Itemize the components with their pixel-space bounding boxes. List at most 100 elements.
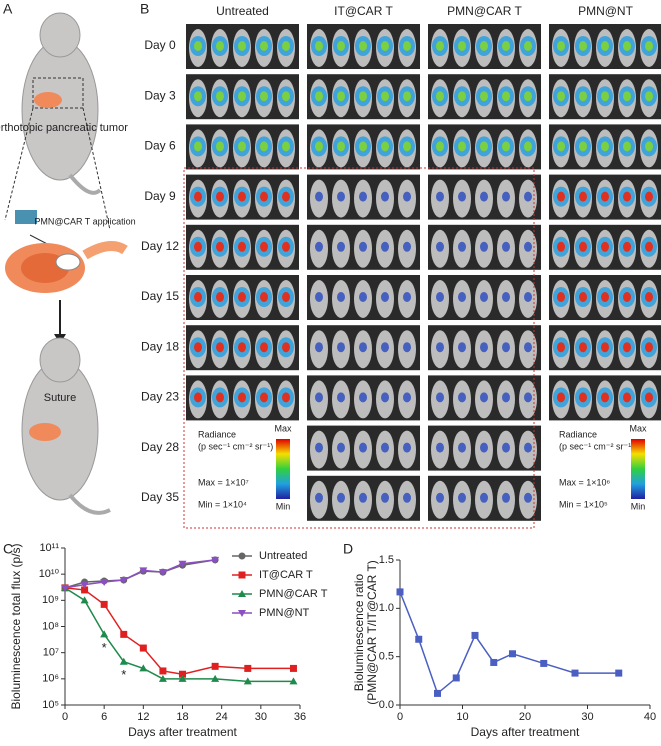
marker: [119, 576, 128, 584]
signal-core: [579, 141, 587, 152]
signal-core: [359, 91, 367, 102]
signal-core: [238, 91, 246, 102]
signal: [480, 241, 488, 252]
y-tick-label: 10⁷: [43, 647, 59, 659]
signal-core: [216, 191, 224, 202]
y-tick-label: 10⁸: [42, 620, 59, 632]
signal-core: [315, 91, 323, 102]
x-tick-label: 30: [255, 711, 267, 723]
y-axis-label: Bioluminescence total flux (p/s): [9, 543, 23, 709]
signal: [359, 442, 367, 453]
signal: [480, 442, 488, 453]
marker: [289, 677, 298, 685]
panel-label: D: [343, 541, 353, 557]
signal-core: [315, 41, 323, 51]
day-label: Day 18: [141, 339, 179, 353]
colorbar-bottom: Min: [276, 501, 291, 511]
marker: [490, 658, 498, 666]
signal-core: [238, 392, 246, 403]
marker: [61, 584, 69, 592]
signal-core: [194, 141, 202, 152]
day-label: Day 9: [144, 189, 176, 203]
signal-core: [623, 141, 631, 152]
signal-core: [579, 41, 587, 51]
y-tick-label: 1.5: [379, 554, 394, 566]
signal: [315, 191, 323, 202]
signal-core: [601, 191, 609, 202]
signal: [403, 342, 411, 353]
illustration-label: Orthotopic pancreatic tumor: [0, 122, 128, 134]
signal-core: [337, 91, 345, 102]
signal-core: [238, 241, 246, 252]
signal: [480, 292, 488, 302]
signal-core: [260, 392, 268, 403]
marker: [119, 657, 128, 665]
y-tick-label: 0.5: [379, 651, 394, 663]
marker: [120, 630, 128, 638]
signal: [502, 342, 510, 353]
signal-core: [260, 191, 268, 202]
x-tick-label: 10: [456, 711, 468, 723]
signal: [381, 342, 389, 353]
signal-core: [194, 292, 202, 302]
signal-core: [381, 141, 389, 152]
signal-core: [260, 292, 268, 302]
panel-label: C: [3, 541, 13, 557]
panel-label: A: [3, 1, 13, 17]
signal-core: [260, 91, 268, 102]
signal-core: [557, 41, 565, 51]
signal: [359, 191, 367, 202]
signal: [315, 241, 323, 252]
signal-core: [194, 241, 202, 252]
signal-core: [601, 141, 609, 152]
signal-core: [216, 392, 224, 403]
marker: [415, 635, 423, 643]
marker: [396, 588, 404, 596]
marker: [452, 674, 460, 682]
signal-core: [502, 91, 510, 102]
signal: [381, 442, 389, 453]
legend-label: IT@CAR T: [259, 569, 313, 581]
series-line: [64, 587, 294, 675]
signal: [315, 492, 323, 503]
marker: [434, 689, 441, 697]
signal: [315, 392, 323, 403]
signal-core: [480, 141, 488, 152]
marker: [571, 669, 579, 677]
legend-min: Min = 1×10⁵: [559, 499, 608, 509]
signal: [524, 191, 532, 202]
signal-core: [623, 191, 631, 202]
signal-core: [194, 342, 202, 353]
y-axis-label: (PMN@CAR T/IT@CAR T): [365, 560, 379, 705]
signal-core: [403, 141, 411, 152]
panel-labels: A B C D: [3, 1, 353, 557]
signal: [337, 442, 345, 453]
x-tick-label: 0: [397, 711, 403, 723]
signal-core: [436, 141, 444, 152]
signal-core: [502, 141, 510, 152]
marker: [615, 669, 623, 677]
signal: [480, 492, 488, 503]
day-label: Day 6: [144, 139, 176, 153]
marker: [178, 674, 187, 682]
colorbar: [631, 439, 645, 499]
x-tick-label: 6: [101, 711, 107, 723]
signal: [436, 241, 444, 252]
day-label: Day 23: [141, 390, 179, 404]
marker: [289, 664, 297, 672]
day-label: Day 3: [144, 88, 176, 102]
day-label: Day 12: [141, 239, 179, 253]
marker: [81, 586, 89, 594]
legend-title: Radiance: [559, 429, 597, 439]
signal: [524, 342, 532, 353]
signal-core: [403, 41, 411, 51]
marker: [179, 670, 186, 678]
signal-core: [216, 141, 224, 152]
x-tick-label: 12: [137, 711, 149, 723]
signal-core: [645, 41, 653, 51]
signal-core: [579, 91, 587, 102]
x-axis-label: Days after treatment: [471, 725, 580, 739]
imaging-grid: [186, 24, 661, 521]
marker: [158, 674, 167, 682]
signal-core: [601, 91, 609, 102]
